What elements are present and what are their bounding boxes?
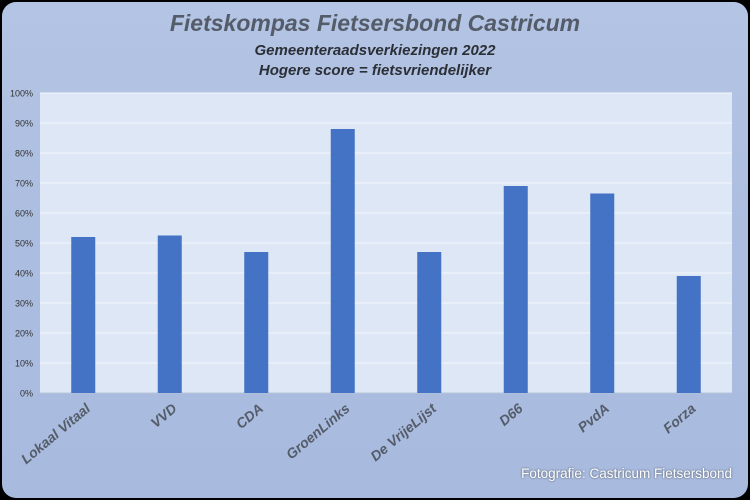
bar <box>676 276 701 393</box>
x-tick-label: Lokaal Vitaal <box>18 399 94 467</box>
x-tick-label: Forza <box>660 400 699 436</box>
x-tick-label: CDA <box>233 400 267 432</box>
bar <box>590 193 615 393</box>
y-tick-label: 20% <box>15 329 33 339</box>
bar <box>157 235 182 393</box>
y-tick-label: 90% <box>15 119 33 129</box>
bar <box>330 129 355 393</box>
bar <box>417 252 442 393</box>
y-tick-label: 10% <box>15 359 33 369</box>
y-tick-label: 80% <box>15 149 33 159</box>
y-tick-label: 0% <box>20 389 33 399</box>
y-tick-label: 30% <box>15 299 33 309</box>
x-tick-label: D66 <box>496 400 526 429</box>
y-tick-label: 60% <box>15 209 33 219</box>
chart-title: Fietskompas Fietsersbond Castricum <box>169 10 581 36</box>
y-tick-label: 70% <box>15 179 33 189</box>
y-tick-label: 40% <box>15 269 33 279</box>
x-tick-label: VVD <box>147 400 179 431</box>
chart-subtitle: Gemeenteraadsverkiezingen 2022 <box>254 42 496 59</box>
bar <box>503 186 528 393</box>
bar <box>244 252 269 393</box>
x-tick-label: De VrijeLijst <box>367 399 440 464</box>
x-tick-label: GroenLinks <box>283 400 353 462</box>
bar <box>71 237 96 393</box>
y-tick-label: 100% <box>10 89 33 99</box>
chart-subtitle-2: Hogere score = fietsvriendelijker <box>258 62 492 79</box>
y-tick-label: 50% <box>15 239 33 249</box>
photo-credit: Fotografie: Castricum Fietsersbond <box>521 466 732 481</box>
x-tick-label: PvdA <box>574 400 612 435</box>
